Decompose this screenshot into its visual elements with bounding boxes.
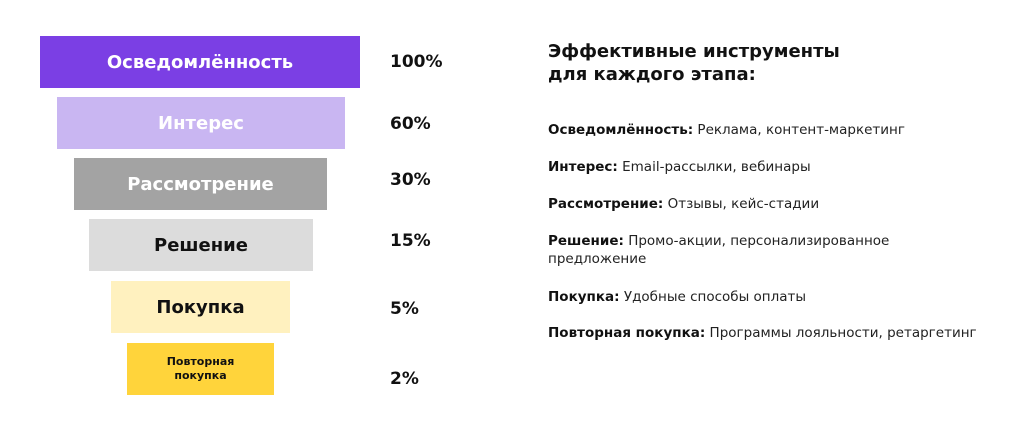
tool-item-purchase: Покупка: Удобные способы оплаты <box>548 288 988 306</box>
tools-title: Эффективные инструменты для каждого этап… <box>548 40 988 86</box>
tool-item-repeat-purchase: Повторная покупка: Программы лояльности,… <box>548 324 988 342</box>
tool-item-text: Email-рассылки, вебинары <box>622 159 811 175</box>
funnel-stage-awareness: Осведомлённость <box>40 36 360 88</box>
tool-item-text: Программы лояльности, ретаргетинг <box>709 325 977 341</box>
funnel-stage-label: Осведомлённость <box>106 51 294 73</box>
funnel-stage-label: Покупка <box>156 296 245 318</box>
percent-interest: 60% <box>390 114 431 134</box>
tool-item-term: Покупка: <box>548 289 620 305</box>
tool-item-consideration: Рассмотрение: Отзывы, кейс-стадии <box>548 195 988 213</box>
tool-item-text: Отзывы, кейс-стадии <box>667 196 820 212</box>
tool-item-term: Рассмотрение: <box>548 196 664 212</box>
funnel-stage-consideration: Рассмотрение <box>74 158 327 210</box>
funnel-stage-label: Интерес <box>158 112 244 134</box>
percent-awareness: 100% <box>390 52 443 72</box>
percent-purchase: 5% <box>390 299 419 319</box>
tool-item-decision: Решение: Промо-акции, персонализированно… <box>548 232 988 268</box>
funnel-stage-label: Повторная покупка <box>166 355 235 382</box>
funnel-stage-label: Решение <box>154 234 248 256</box>
tool-item-awareness: Осведомлённость: Реклама, контент-маркет… <box>548 121 988 139</box>
funnel-stage-interest: Интерес <box>57 97 345 149</box>
tool-item-term: Решение: <box>548 233 624 249</box>
tool-item-term: Осведомлённость: <box>548 122 694 138</box>
tool-item-text: Удобные способы оплаты <box>623 289 807 305</box>
funnel-stage-purchase: Покупка <box>111 281 290 333</box>
tools-title-line: Эффективные инструменты <box>548 41 840 62</box>
percent-repeat-purchase: 2% <box>390 369 419 389</box>
funnel-stage-repeat-purchase: Повторная покупка <box>127 343 274 395</box>
tool-item-term: Интерес: <box>548 159 618 175</box>
tools-title-line: для каждого этапа: <box>548 64 756 85</box>
tool-item-text: Реклама, контент-маркетинг <box>697 122 905 138</box>
funnel-stage-label: Рассмотрение <box>127 173 274 195</box>
funnel-stage-decision: Решение <box>89 219 313 271</box>
tool-item-text: Промо-акции, персонализированное предлож… <box>548 233 890 267</box>
tool-item-interest: Интерес: Email-рассылки, вебинары <box>548 158 988 176</box>
percent-consideration: 30% <box>390 170 431 190</box>
percent-decision: 15% <box>390 231 431 251</box>
tool-item-term: Повторная покупка: <box>548 325 706 341</box>
